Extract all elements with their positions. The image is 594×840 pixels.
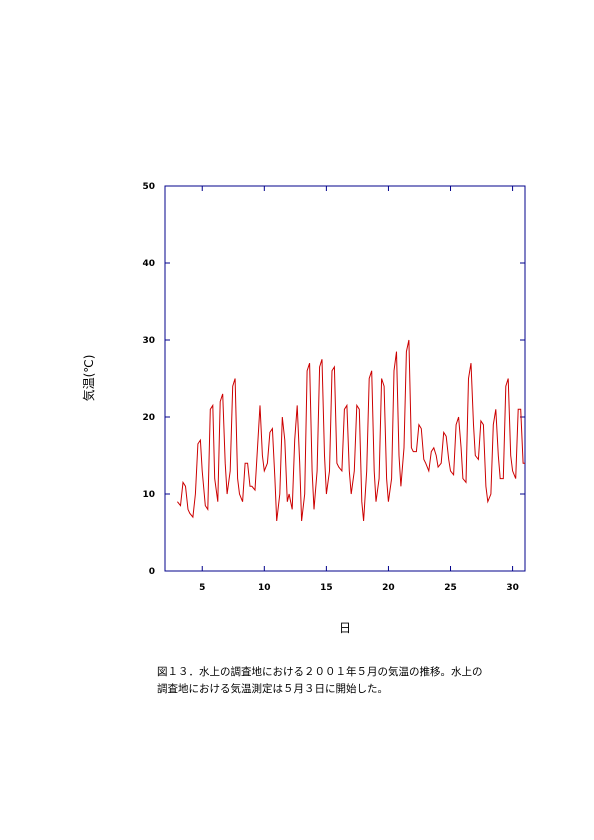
plot-frame (164, 185, 526, 572)
y-tick-label: 0 (149, 567, 155, 577)
y-tick-label: 50 (142, 182, 155, 192)
x-tick-label: 5 (199, 583, 205, 593)
temperature-series-line (177, 339, 525, 522)
x-tick-label: 20 (382, 583, 395, 593)
y-tick-label: 40 (142, 259, 155, 269)
x-tick-label: 30 (506, 583, 519, 593)
y-tick-label: 10 (142, 490, 155, 500)
caption-line-1: 図１３．水上の調査地における２００１年５月の気温の推移。水上の (157, 666, 483, 678)
x-tick-label: 10 (258, 583, 271, 593)
x-tick-label: 25 (444, 583, 457, 593)
caption-line-2: 調査地における気温測定は５月３日に開始した。 (157, 683, 388, 695)
y-tick-label: 30 (142, 336, 155, 346)
y-tick-label: 20 (142, 413, 155, 423)
figure-caption: 図１３．水上の調査地における２００１年５月の気温の推移。水上の 調査地における気… (157, 664, 537, 698)
x-tick-label: 15 (320, 583, 333, 593)
y-axis-ticks: 0 10 20 30 40 50 (142, 182, 525, 577)
x-axis-label: 日 (339, 621, 351, 635)
y-axis-label: 気温(℃) (81, 355, 96, 402)
x-axis-ticks: 5 10 15 20 25 30 (199, 186, 519, 593)
